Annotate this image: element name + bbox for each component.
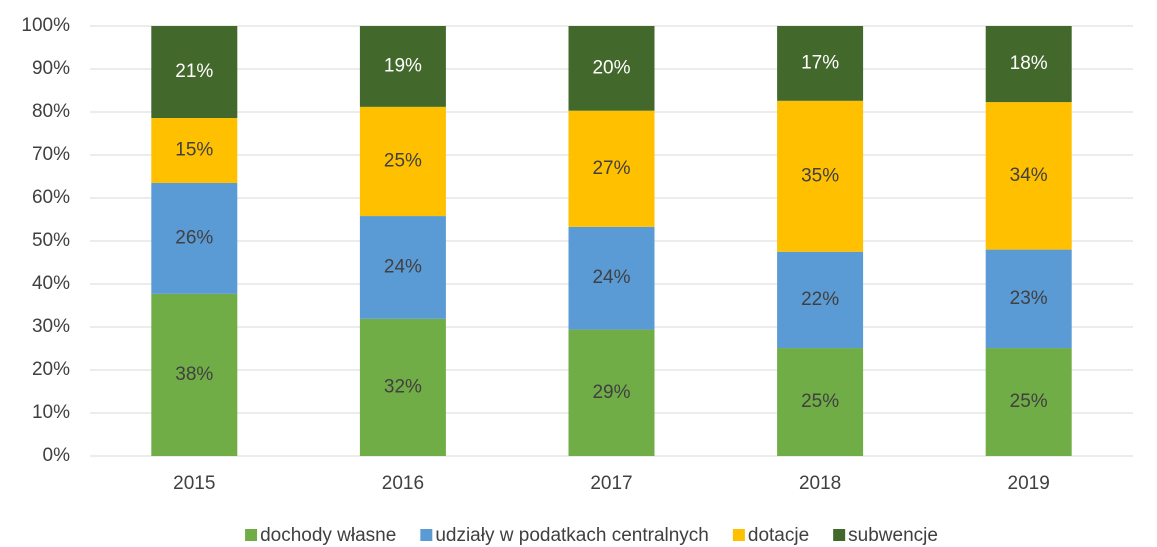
bar-segment <box>777 100 864 252</box>
data-label: 26% <box>175 227 213 248</box>
data-label: 19% <box>384 55 422 76</box>
bar-segment <box>568 329 655 456</box>
data-label: 25% <box>801 391 839 412</box>
data-label: 25% <box>1010 391 1048 412</box>
y-tick-label: 0% <box>43 445 71 466</box>
bar-segment <box>151 293 238 456</box>
x-tick-label: 2018 <box>799 473 841 494</box>
bar-segment <box>985 26 1072 103</box>
data-label: 15% <box>175 140 213 161</box>
bar-segment <box>985 249 1072 349</box>
y-tick-label: 100% <box>21 15 70 36</box>
data-label: 24% <box>384 256 422 277</box>
data-label: 35% <box>801 165 839 186</box>
data-label: 34% <box>1010 165 1048 186</box>
bar-segment <box>777 348 864 456</box>
legend-swatch <box>732 529 745 541</box>
x-tick-label: 2016 <box>382 473 424 494</box>
bar-segment <box>985 102 1072 250</box>
data-label: 29% <box>592 382 630 403</box>
y-tick-label: 70% <box>32 144 70 165</box>
data-label: 20% <box>592 57 630 78</box>
legend-swatch <box>833 529 846 541</box>
data-label: 32% <box>384 376 422 397</box>
y-tick-label: 60% <box>32 187 70 208</box>
data-label: 23% <box>1010 288 1048 309</box>
data-label: 18% <box>1010 53 1048 74</box>
bar-segment <box>151 182 238 294</box>
x-tick-label: 2015 <box>173 473 215 494</box>
bar-segment <box>359 318 446 456</box>
legend-label: udziały w podatkach centralnych <box>435 525 709 546</box>
bar-segment <box>568 26 655 111</box>
y-tick-label: 80% <box>32 101 70 122</box>
legend-label: dochody własne <box>260 525 396 546</box>
bar-segment <box>777 251 864 349</box>
legend-swatch <box>420 529 433 541</box>
x-tick-label: 2019 <box>1008 473 1050 494</box>
bar-segment <box>985 348 1072 456</box>
bar-segment <box>568 226 655 330</box>
bar-segment <box>359 26 446 107</box>
bar-segment <box>151 118 238 183</box>
y-tick-label: 20% <box>32 359 70 380</box>
legend-label: dotacje <box>748 525 809 546</box>
y-tick-label: 10% <box>32 402 70 423</box>
legend-label: subwencje <box>848 525 938 546</box>
data-label: 24% <box>592 267 630 288</box>
data-label: 17% <box>801 52 839 73</box>
y-tick-label: 50% <box>32 230 70 251</box>
data-label: 22% <box>801 289 839 310</box>
y-tick-label: 30% <box>32 316 70 337</box>
bar-segment <box>777 26 864 101</box>
y-tick-label: 40% <box>32 273 70 294</box>
bar-segment <box>359 106 446 217</box>
bar-segment <box>568 110 655 227</box>
data-label: 38% <box>175 364 213 385</box>
y-tick-label: 90% <box>32 58 70 79</box>
data-label: 27% <box>592 158 630 179</box>
legend-swatch <box>245 529 258 541</box>
data-label: 21% <box>175 61 213 82</box>
data-label: 25% <box>384 150 422 171</box>
bar-segment <box>359 216 446 319</box>
x-tick-label: 2017 <box>590 473 632 494</box>
bar-segment <box>151 26 238 119</box>
